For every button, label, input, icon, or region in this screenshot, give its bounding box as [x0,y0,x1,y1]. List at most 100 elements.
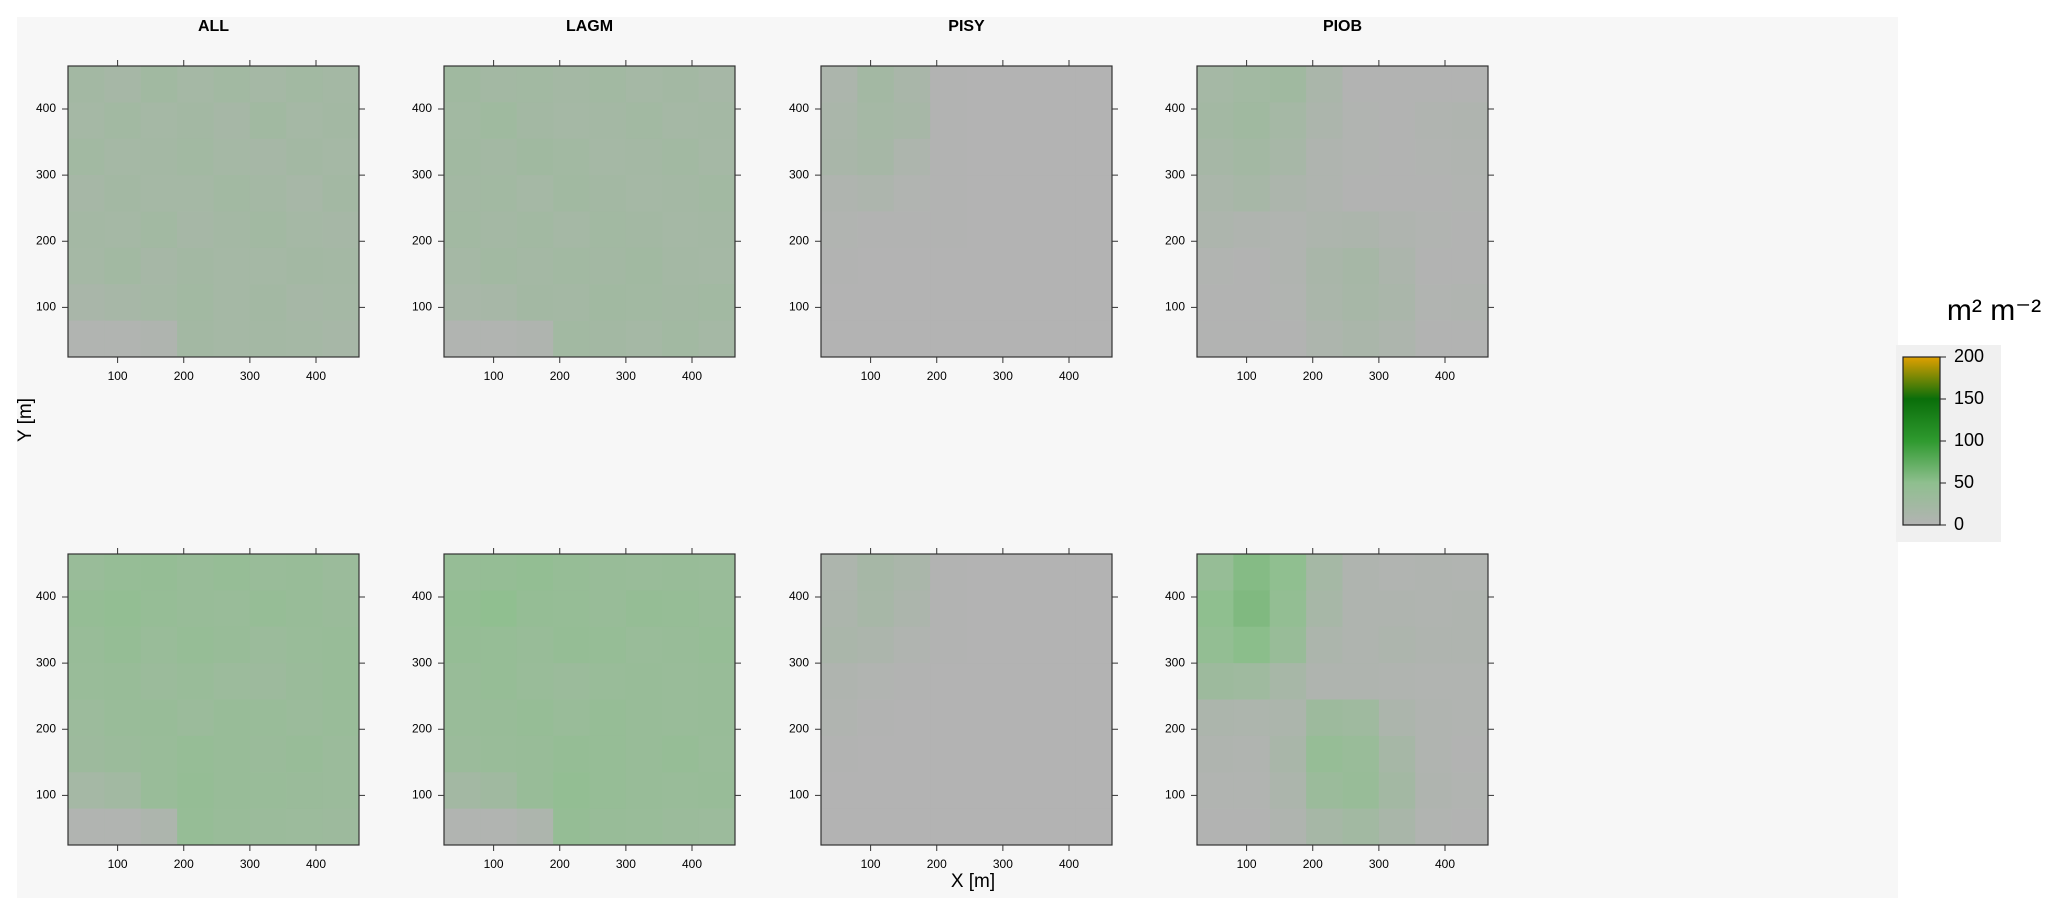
heatmap-cell [1306,284,1343,322]
heatmap-cell [286,772,324,810]
x-tick-label: 400 [682,857,702,871]
heatmap-cell [1415,699,1453,737]
heatmap-cell [444,663,481,700]
heatmap-cell [1378,284,1416,322]
heatmap-cell [698,808,736,846]
heatmap-cell [177,175,214,212]
heatmap-cell [857,175,895,212]
heatmap-cell [1415,247,1453,285]
heatmap-cell [1378,808,1416,846]
heatmap-cell [1451,735,1489,773]
heatmap-cell [1039,66,1077,103]
heatmap-cell [857,808,895,846]
heatmap-cell [1378,663,1416,700]
heatmap-cell [1378,735,1416,773]
heatmap-cell [140,284,178,322]
heatmap-cell [1342,211,1380,249]
heatmap-cell [516,175,554,212]
heatmap-cell [444,735,481,773]
heatmap-cell [857,663,895,700]
heatmap-cell [1342,102,1380,140]
heatmap-cell [1342,320,1380,358]
heatmap-cell [286,735,324,773]
heatmap-cell [177,626,214,664]
heatmap-cell [213,138,251,176]
heatmap-cell [516,284,554,322]
y-tick-label: 400 [1165,101,1185,115]
heatmap-cell [1342,590,1380,628]
heatmap-cell [1378,699,1416,737]
x-tick-label: 400 [682,369,702,383]
heatmap-cell [286,175,324,212]
heatmap-cell [893,590,931,628]
heatmap-cell [930,699,967,737]
heatmap-cell [1075,554,1113,591]
heatmap-cell [444,175,481,212]
heatmap-cell [553,663,590,700]
heatmap-cell [553,772,590,810]
y-tick-label: 100 [36,300,56,314]
heatmap-cell [1342,175,1380,212]
heatmap-cell [286,138,324,176]
heatmap-cell [930,663,967,700]
heatmap-cell [857,247,895,285]
x-tick-label: 400 [1059,369,1079,383]
heatmap-cell [966,663,1004,700]
heatmap-cell [177,554,214,591]
heatmap-cell [821,102,858,140]
heatmap-cell [1075,175,1113,212]
heatmap-cell [322,772,360,810]
x-tick-label: 200 [1303,857,1323,871]
heatmap-cell [140,590,178,628]
heatmap-cell [930,590,967,628]
heatmap-cell [140,320,178,358]
heatmap-cell [177,590,214,628]
heatmap-cell [1269,66,1307,103]
x-tick-label: 400 [1435,369,1455,383]
heatmap-cell [930,735,967,773]
heatmap-cell [698,66,736,103]
heatmap-cell [68,284,105,322]
heatmap-cell [1306,138,1343,176]
heatmap-cell [966,735,1004,773]
heatmap-cell [249,138,287,176]
heatmap-cell [1075,735,1113,773]
panel-title: LAGM [566,18,613,35]
heatmap-cell [589,808,627,846]
heatmap-cell [104,772,142,810]
heatmap-cell [662,663,700,700]
heatmap-cell [249,66,287,103]
heatmap-cell [1197,735,1234,773]
heatmap-cell [1039,590,1077,628]
x-axis-label: X [m] [951,871,995,892]
heatmap-cell [322,138,360,176]
heatmap-cell [140,663,178,700]
heatmap-cell [213,699,251,737]
heatmap-cell [589,66,627,103]
heatmap-cell [893,247,931,285]
heatmap-cell [1269,590,1307,628]
heatmap-cell [444,554,481,591]
heatmap-cell [286,590,324,628]
x-tick-label: 100 [1237,857,1257,871]
heatmap-cell [516,320,554,358]
heatmap-cell [625,211,663,249]
heatmap-cell [1002,102,1040,140]
heatmap-cell [1378,175,1416,212]
y-tick-label: 300 [36,655,56,669]
heatmap-cell [1197,66,1234,103]
heatmap-cell [1378,138,1416,176]
heatmap-cell [68,735,105,773]
y-tick-label: 400 [1165,589,1185,603]
heatmap-cell [213,808,251,846]
heatmap-cell [213,663,251,700]
heatmap-cell [893,699,931,737]
heatmap-cell [698,735,736,773]
heatmap-cell [1039,772,1077,810]
heatmap-cell [1306,772,1343,810]
heatmap-cell [1269,626,1307,664]
heatmap-cell [249,211,287,249]
heatmap-cell [104,138,142,176]
heatmap-cell [893,138,931,176]
heatmap-cell [1269,699,1307,737]
